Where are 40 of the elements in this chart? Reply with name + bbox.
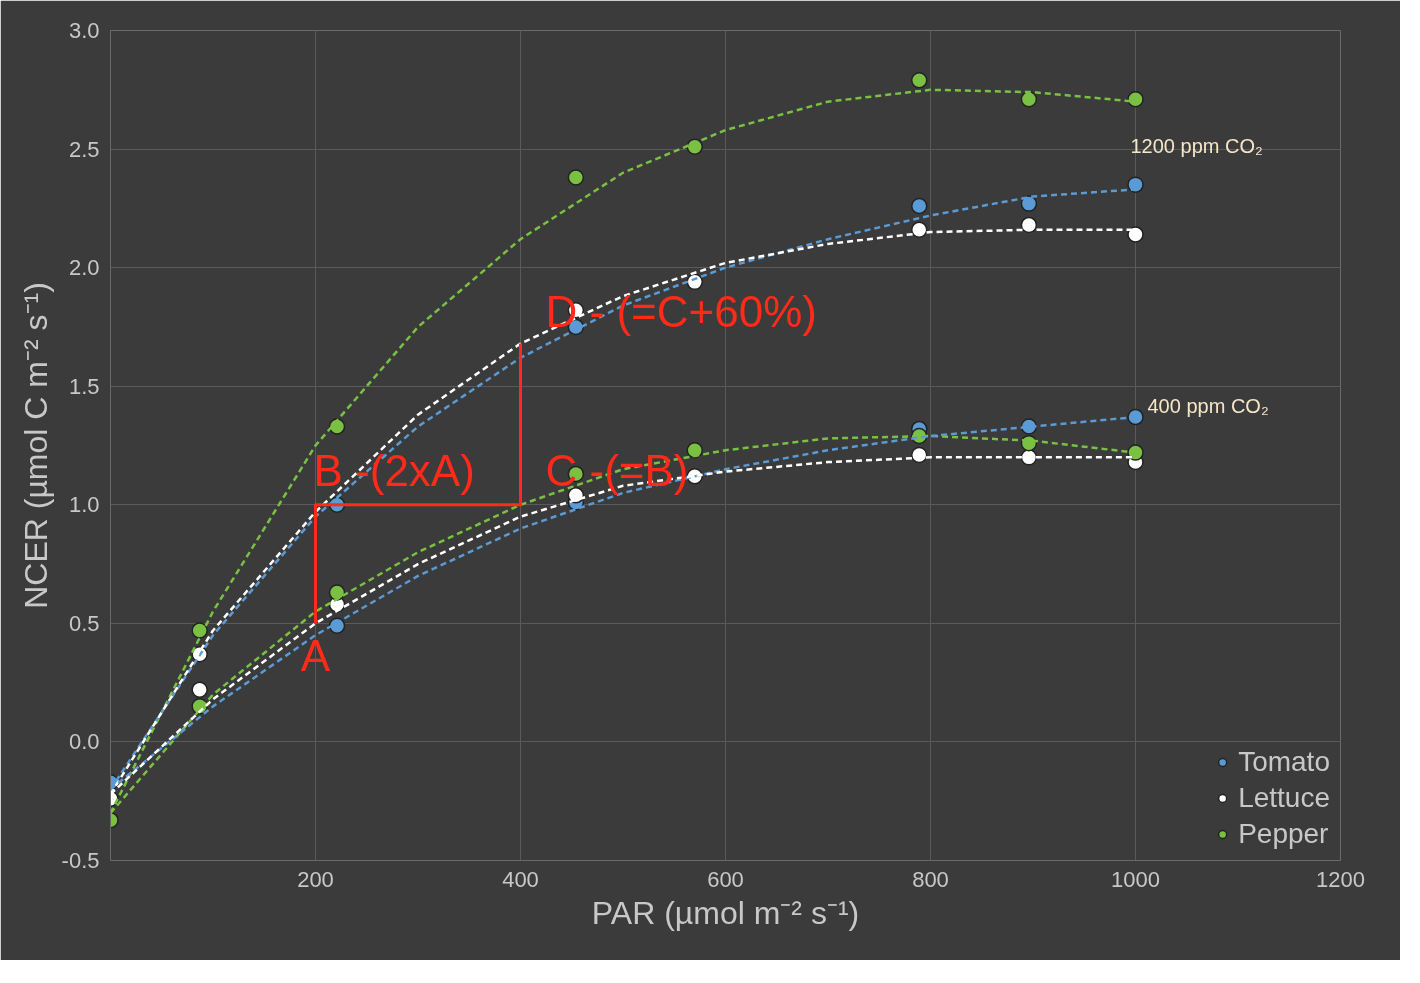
x-tick-label: 1000 (1111, 866, 1160, 892)
x-tick-label: 800 (912, 866, 949, 892)
point (1127, 226, 1144, 243)
y-tick-label: -0.5 (61, 848, 100, 873)
x-tick-label: 1200 (1316, 866, 1365, 892)
point (910, 446, 928, 464)
x-tick-label: 600 (707, 866, 744, 892)
legend-label: Pepper (1238, 818, 1329, 850)
point (686, 138, 703, 155)
y-tick-label: 0.0 (68, 729, 100, 755)
annotation: B -(2xA) (313, 445, 475, 495)
point (567, 169, 585, 186)
x-tick-label: 200 (297, 866, 334, 892)
y-axis-title: NCER (µmol C m⁻² s⁻¹) (17, 282, 54, 609)
point (1127, 91, 1144, 108)
y-tick-label: 1.0 (68, 492, 100, 518)
point (191, 681, 208, 698)
point (1127, 176, 1144, 193)
point (910, 221, 928, 238)
y-tick-label: 3.0 (68, 18, 100, 43)
annotation: A (300, 631, 331, 681)
y-tick-label: 2.5 (68, 136, 100, 162)
annotation: D - (=C+60%) (545, 286, 817, 336)
point (1020, 91, 1038, 108)
point (1020, 216, 1038, 234)
x-axis-title: PAR (µmol m⁻² s⁻¹) (591, 894, 860, 931)
y-tick-label: 2.0 (68, 255, 100, 281)
annotation: 400 ppm CO₂ (1147, 395, 1269, 418)
legend-label: Lettuce (1238, 782, 1330, 814)
point (1020, 195, 1038, 212)
y-tick-label: 1.5 (68, 373, 100, 399)
point (191, 622, 208, 639)
legend-label: Tomato (1238, 746, 1330, 778)
x-tick-label: 400 (502, 866, 539, 892)
point (910, 72, 928, 89)
annotation: 1200 ppm CO₂ (1130, 134, 1263, 157)
y-tick-label: 0.5 (68, 610, 100, 636)
point (686, 442, 703, 459)
point (1127, 408, 1144, 426)
point (910, 197, 928, 215)
